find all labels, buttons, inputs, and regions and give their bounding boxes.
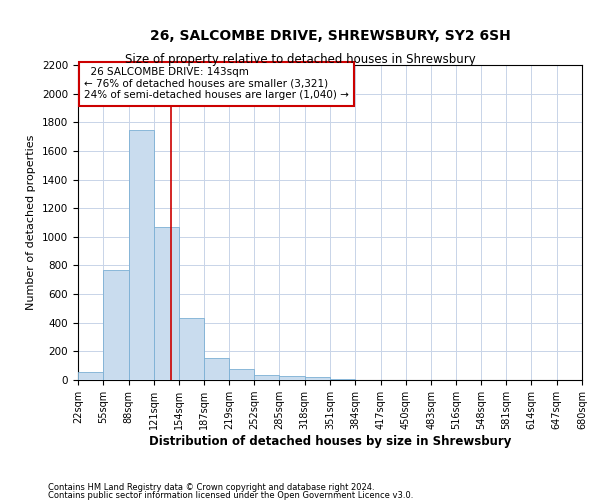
Text: Contains HM Land Registry data © Crown copyright and database right 2024.: Contains HM Land Registry data © Crown c… [48,484,374,492]
Text: Contains public sector information licensed under the Open Government Licence v3: Contains public sector information licen… [48,490,413,500]
Bar [280,376,305,380]
Y-axis label: Number of detached properties: Number of detached properties [26,135,37,310]
Bar [154,227,179,380]
Text: 26 SALCOMBE DRIVE: 143sqm
← 76% of detached houses are smaller (3,321)
24% of se: 26 SALCOMBE DRIVE: 143sqm ← 76% of detac… [84,67,349,100]
Bar [330,378,355,380]
Bar [305,377,330,380]
Bar [78,372,103,380]
X-axis label: Distribution of detached houses by size in Shrewsbury: Distribution of detached houses by size … [149,435,511,448]
Bar [103,270,128,380]
Bar [254,375,280,380]
Bar [128,130,154,380]
Title: 26, SALCOMBE DRIVE, SHREWSBURY, SY2 6SH: 26, SALCOMBE DRIVE, SHREWSBURY, SY2 6SH [149,29,511,43]
Bar [229,368,254,380]
Bar [179,318,205,380]
Text: Size of property relative to detached houses in Shrewsbury: Size of property relative to detached ho… [125,52,475,66]
Bar [205,358,229,380]
